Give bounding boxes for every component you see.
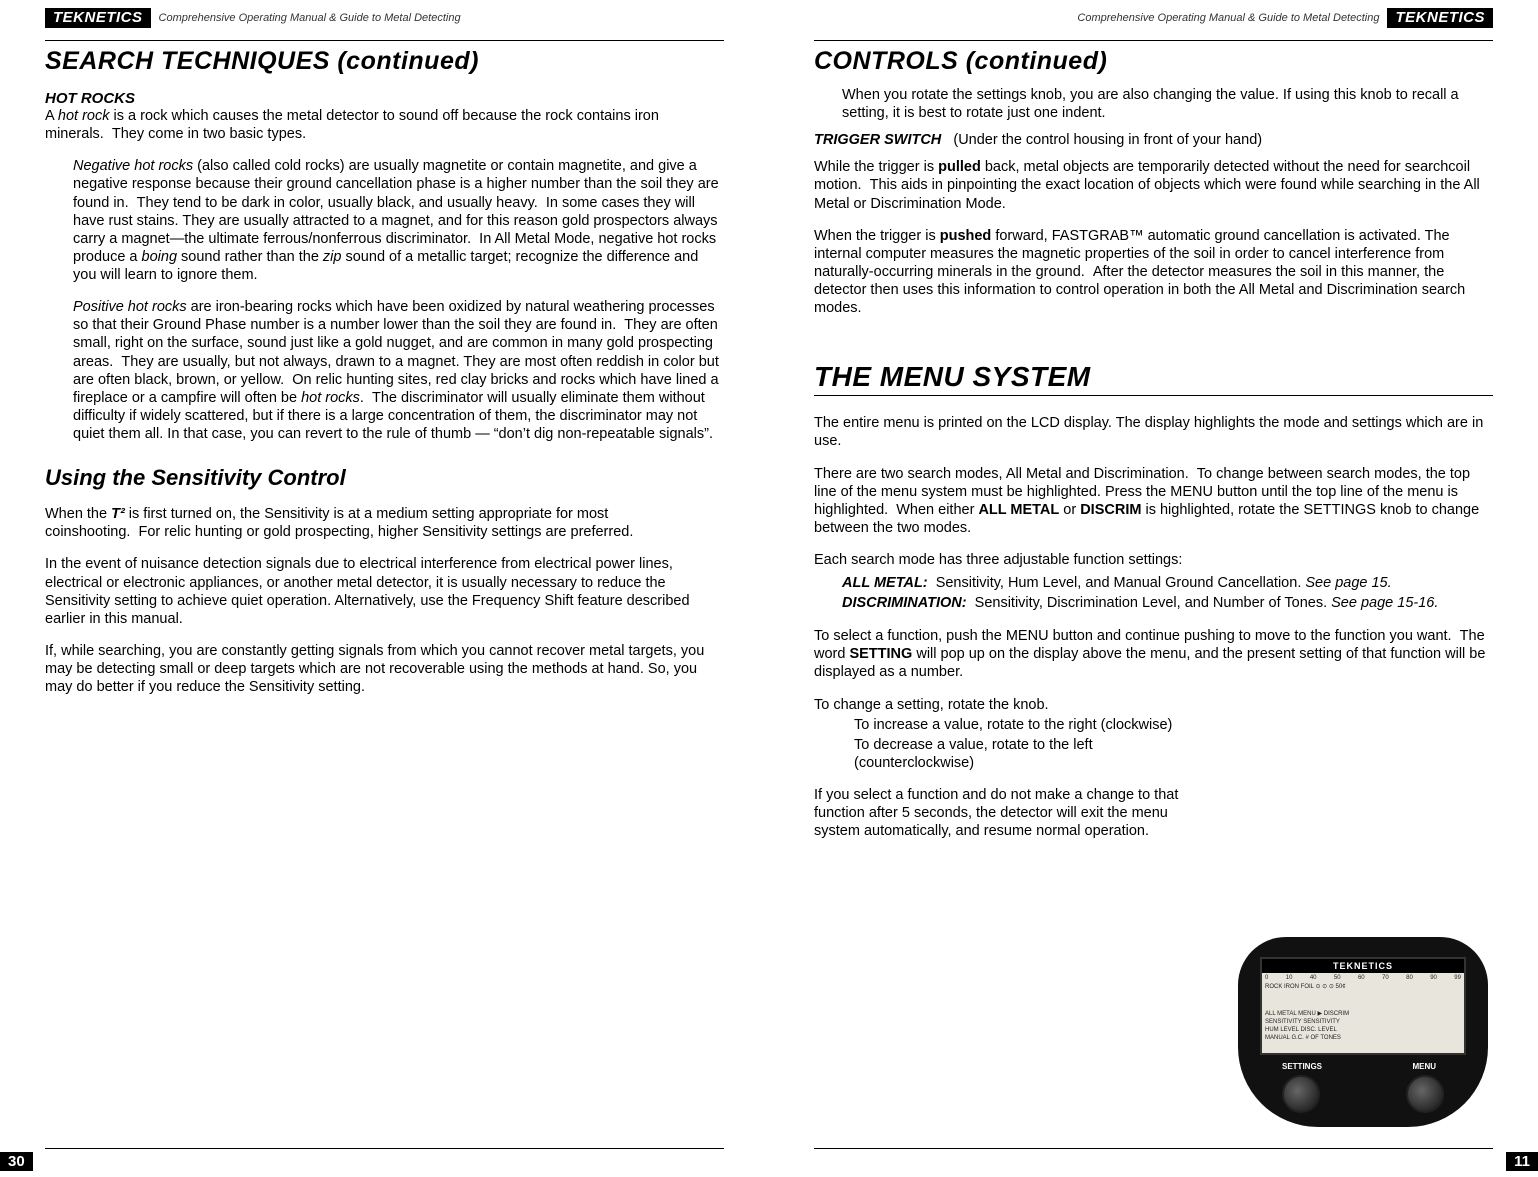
all-metal-line: ALL METAL: Sensitivity, Hum Level, and M… [842, 575, 1493, 591]
sens-p2: In the event of nuisance detection signa… [45, 555, 724, 628]
header-left: TEKNETICS Comprehensive Operating Manual… [45, 8, 724, 28]
footer-rule-left [45, 1148, 724, 1149]
discrim-label: DISCRIMINATION: [842, 595, 967, 611]
device-brand: TEKNETICS [1262, 959, 1464, 973]
page-left: TEKNETICS Comprehensive Operating Manual… [0, 0, 769, 1177]
menu-p3: Each search mode has three adjustable fu… [814, 551, 1493, 569]
settings-label: SETTINGS [1282, 1062, 1322, 1071]
brand-badge-right: TEKNETICS [1387, 8, 1493, 28]
menu-p5: To change a setting, rotate the knob. [814, 696, 1184, 714]
all-metal-label: ALL METAL: [842, 575, 928, 591]
device-screen: TEKNETICS 01040506070809099 ROCK IRON FO… [1260, 957, 1466, 1055]
tagline-left: Comprehensive Operating Manual & Guide t… [159, 12, 461, 24]
hot-rocks-intro: A hot rock is a rock which causes the me… [45, 107, 724, 143]
rotate-note: When you rotate the settings knob, you a… [842, 86, 1493, 122]
search-techniques-title: SEARCH TECHNIQUES (continued) [45, 47, 724, 76]
page-right: Comprehensive Operating Manual & Guide t… [769, 0, 1538, 1177]
rule-right [814, 40, 1493, 41]
sens-p3: If, while searching, you are constantly … [45, 642, 724, 696]
rule [45, 40, 724, 41]
trigger-line: TRIGGER SWITCH (Under the control housin… [814, 132, 1493, 148]
controls-title: CONTROLS (continued) [814, 47, 1493, 76]
page-number-right: 11 [1506, 1152, 1538, 1171]
page-number-left: 30 [0, 1152, 33, 1171]
device-row3: SENSITIVITY SENSITIVITY [1265, 1019, 1461, 1025]
header-right: Comprehensive Operating Manual & Guide t… [814, 8, 1493, 28]
trigger-p2: When the trigger is pushed forward, FAST… [814, 227, 1493, 318]
positive-hot-rocks: Positive hot rocks are iron-bearing rock… [73, 298, 724, 443]
device-scale: 01040506070809099 [1265, 975, 1461, 981]
knob-instructions: To change a setting, rotate the knob. To… [814, 696, 1184, 855]
brand-badge: TEKNETICS [45, 8, 151, 28]
trigger-p1: While the trigger is pulled back, metal … [814, 158, 1493, 212]
device-row1: ROCK IRON FOIL ⊙ ⊙ ⊙ 50¢ [1265, 983, 1461, 990]
device-row4: HUM LEVEL DISC. LEVEL [1265, 1027, 1461, 1033]
menu-p5b: To decrease a value, rotate to the left … [854, 736, 1184, 772]
menu-p1: The entire menu is printed on the LCD di… [814, 414, 1493, 450]
discrim-line: DISCRIMINATION: Sensitivity, Discriminat… [842, 595, 1493, 611]
device-illustration: TEKNETICS 01040506070809099 ROCK IRON FO… [1238, 937, 1488, 1127]
menu-p5a: To increase a value, rotate to the right… [854, 716, 1184, 734]
device-body: TEKNETICS 01040506070809099 ROCK IRON FO… [1238, 937, 1488, 1127]
settings-knob [1282, 1075, 1320, 1113]
menu-label: MENU [1412, 1062, 1436, 1071]
sensitivity-head: Using the Sensitivity Control [45, 465, 724, 491]
footer-rule-right [814, 1148, 1493, 1149]
menu-p2: There are two search modes, All Metal an… [814, 465, 1493, 538]
trigger-sub: (Under the control housing in front of y… [953, 132, 1262, 148]
menu-system-head: THE MENU SYSTEM [814, 361, 1493, 396]
trigger-label: TRIGGER SWITCH [814, 132, 941, 148]
tagline-right: Comprehensive Operating Manual & Guide t… [1077, 12, 1379, 24]
sens-p1: When the T² is first turned on, the Sens… [45, 505, 724, 541]
menu-knob [1406, 1075, 1444, 1113]
hot-rocks-head: HOT ROCKS [45, 90, 724, 107]
device-row2: ALL METAL MENU ▶ DISCRIM [1265, 1010, 1461, 1017]
device-row5: MANUAL G.C. # OF TONES [1265, 1035, 1461, 1041]
menu-p6: If you select a function and do not make… [814, 786, 1184, 840]
menu-p4: To select a function, push the MENU butt… [814, 627, 1493, 681]
negative-hot-rocks: Negative hot rocks (also called cold roc… [73, 157, 724, 284]
